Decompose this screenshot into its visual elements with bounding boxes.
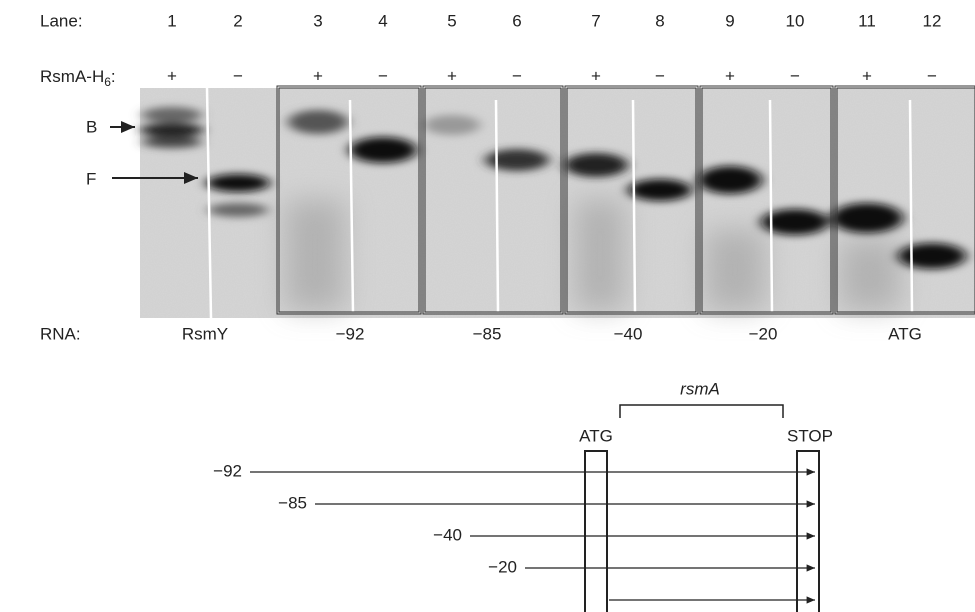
protein-sign: + <box>862 66 872 85</box>
lane-number: 8 <box>655 11 664 30</box>
lane-numbers: 1 2 3 4 5 6 7 8 9 10 11 12 <box>167 11 941 30</box>
construct-label: −40 <box>433 525 462 544</box>
rna-names: RsmY −92 −85 −40 −20 ATG <box>182 324 922 343</box>
gene-label: rsmA <box>680 379 720 398</box>
start-label: ATG <box>579 426 613 445</box>
lane-number: 4 <box>378 11 387 30</box>
rna-name: −20 <box>749 324 778 343</box>
protein-sign: − <box>233 66 243 85</box>
lane-number: 7 <box>591 11 600 30</box>
free-label: F <box>86 169 96 188</box>
lane-number: 1 <box>167 11 176 30</box>
protein-sign: + <box>167 66 177 85</box>
lane-number: 10 <box>786 11 805 30</box>
construct-label: −92 <box>213 461 242 480</box>
construct-label: −20 <box>488 557 517 576</box>
protein-sign: − <box>512 66 522 85</box>
gel <box>140 85 975 319</box>
protein-signs: + − + − + − + − + − + − <box>167 66 937 85</box>
bound-label: B <box>86 117 97 136</box>
protein-sign: + <box>313 66 323 85</box>
rna-name: −85 <box>473 324 502 343</box>
lane-number: 6 <box>512 11 521 30</box>
protein-sign: + <box>447 66 457 85</box>
protein-sign: − <box>378 66 388 85</box>
lane-number: 2 <box>233 11 242 30</box>
rna-name: ATG <box>888 324 922 343</box>
construct-label: −85 <box>278 493 307 512</box>
lane-number: 11 <box>858 11 876 30</box>
construct-diagram: rsmA ATG STOP −92 −85 −40 −20 <box>213 379 833 612</box>
lane-number: 5 <box>447 11 456 30</box>
protein-sign: − <box>927 66 937 85</box>
rna-name: −92 <box>336 324 365 343</box>
lane-number: 12 <box>923 11 942 30</box>
rna-name: RsmY <box>182 324 228 343</box>
lane-number: 9 <box>725 11 734 30</box>
stop-label: STOP <box>787 426 833 445</box>
protein-label: RsmA-H6: <box>40 67 116 89</box>
protein-sign: + <box>725 66 735 85</box>
protein-sign: − <box>655 66 665 85</box>
protein-sign: − <box>790 66 800 85</box>
rna-name: −40 <box>614 324 643 343</box>
rna-label: RNA: <box>40 324 81 343</box>
lane-label: Lane: <box>40 11 83 30</box>
protein-sign: + <box>591 66 601 85</box>
lane-number: 3 <box>313 11 322 30</box>
